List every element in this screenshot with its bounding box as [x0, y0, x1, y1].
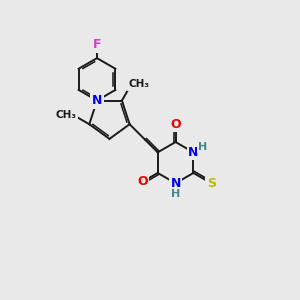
Text: H: H — [171, 189, 180, 200]
Text: F: F — [93, 38, 101, 51]
Text: H: H — [199, 142, 208, 152]
Text: N: N — [188, 146, 199, 159]
Text: N: N — [92, 94, 102, 107]
Text: O: O — [170, 118, 181, 131]
Text: CH₃: CH₃ — [56, 110, 76, 120]
Text: S: S — [207, 177, 216, 190]
Text: N: N — [170, 177, 181, 190]
Text: O: O — [137, 175, 148, 188]
Text: CH₃: CH₃ — [128, 79, 149, 89]
